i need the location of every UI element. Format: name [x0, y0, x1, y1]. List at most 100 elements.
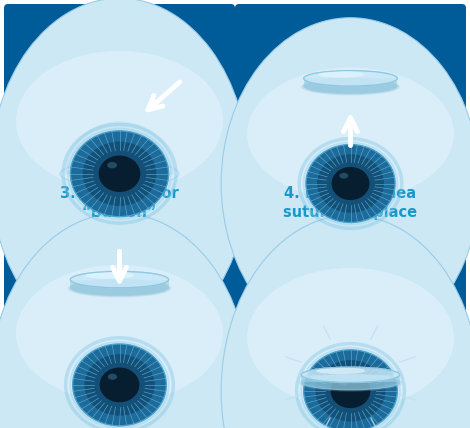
Point: [359, 162, 364, 167]
Point: [304, 187, 309, 192]
Point: [340, 348, 346, 353]
Point: [368, 168, 373, 173]
Point: [155, 407, 160, 412]
Line: 2 pts: 2 pts: [376, 394, 397, 397]
Point: [164, 382, 169, 387]
Point: [132, 364, 137, 369]
Ellipse shape: [304, 350, 397, 428]
Line: 2 pts: 2 pts: [97, 136, 107, 153]
Line: 2 pts: 2 pts: [104, 196, 111, 214]
Point: [109, 193, 114, 199]
Point: [323, 381, 329, 386]
Line: 2 pts: 2 pts: [304, 394, 325, 397]
Point: [113, 360, 118, 365]
Ellipse shape: [301, 367, 400, 383]
Line: 2 pts: 2 pts: [86, 356, 102, 369]
Point: [372, 395, 378, 400]
Ellipse shape: [221, 215, 470, 428]
Ellipse shape: [315, 360, 385, 422]
Point: [132, 212, 138, 217]
Point: [316, 208, 322, 214]
Ellipse shape: [16, 265, 223, 402]
Line: 2 pts: 2 pts: [134, 403, 147, 418]
Point: [142, 164, 148, 169]
Point: [308, 199, 313, 204]
Point: [385, 412, 391, 417]
Point: [117, 360, 122, 365]
Line: 2 pts: 2 pts: [91, 193, 104, 208]
Point: [160, 190, 166, 196]
Point: [333, 407, 338, 412]
Point: [384, 158, 390, 163]
Point: [117, 128, 122, 134]
Point: [91, 164, 97, 169]
Point: [117, 405, 122, 410]
Line: 2 pts: 2 pts: [76, 154, 95, 163]
Line: 2 pts: 2 pts: [311, 166, 329, 174]
Point: [371, 187, 376, 193]
Line: 2 pts: 2 pts: [314, 160, 331, 171]
Point: [142, 382, 148, 387]
Line: 2 pts: 2 pts: [304, 384, 325, 387]
Line: 2 pts: 2 pts: [98, 348, 108, 365]
Line: 2 pts: 2 pts: [374, 372, 392, 380]
Point: [355, 348, 360, 353]
Line: 2 pts: 2 pts: [145, 181, 166, 187]
Point: [368, 193, 373, 199]
Point: [381, 417, 386, 422]
Text: 2. Corneal “Button”
Removed: 2. Corneal “Button” Removed: [268, 0, 433, 3]
Point: [365, 196, 371, 201]
Line: 2 pts: 2 pts: [132, 195, 142, 212]
Point: [374, 149, 380, 155]
Point: [138, 346, 143, 351]
Line: 2 pts: 2 pts: [141, 398, 157, 409]
Point: [75, 364, 80, 369]
Point: [365, 166, 371, 171]
Text: 3. Clear Donor
“Button”: 3. Clear Donor “Button”: [60, 187, 179, 220]
Line: 2 pts: 2 pts: [368, 199, 382, 211]
Point: [303, 401, 309, 406]
Point: [359, 200, 364, 205]
Point: [316, 153, 322, 158]
Line: 2 pts: 2 pts: [344, 145, 347, 162]
Point: [109, 361, 114, 366]
Point: [93, 182, 98, 187]
Point: [328, 216, 333, 221]
Text: 1. Diseased or Injured
Cornea: 1. Diseased or Injured Cornea: [28, 0, 211, 3]
Line: 2 pts: 2 pts: [135, 193, 149, 208]
Point: [142, 178, 148, 184]
Point: [390, 407, 395, 412]
Line: 2 pts: 2 pts: [368, 407, 384, 420]
Point: [121, 148, 126, 153]
Point: [117, 195, 122, 200]
Line: 2 pts: 2 pts: [311, 193, 329, 201]
Point: [384, 204, 390, 209]
Point: [344, 160, 350, 165]
Line: 2 pts: 2 pts: [336, 352, 343, 369]
Point: [138, 369, 143, 374]
Ellipse shape: [0, 213, 249, 428]
Point: [139, 158, 144, 163]
Point: [310, 364, 315, 369]
Line: 2 pts: 2 pts: [92, 403, 104, 418]
Point: [70, 376, 76, 381]
Point: [125, 404, 130, 409]
Polygon shape: [304, 78, 397, 86]
Point: [301, 388, 306, 393]
Point: [390, 193, 396, 198]
Point: [117, 148, 122, 153]
Line: 2 pts: 2 pts: [370, 196, 387, 206]
Ellipse shape: [317, 154, 384, 213]
Point: [312, 204, 317, 209]
FancyBboxPatch shape: [235, 221, 466, 424]
Line: 2 pts: 2 pts: [134, 352, 147, 367]
Point: [150, 411, 156, 416]
Point: [102, 364, 107, 369]
Line: 2 pts: 2 pts: [143, 184, 163, 193]
Line: 2 pts: 2 pts: [358, 146, 364, 163]
Line: 2 pts: 2 pts: [375, 177, 394, 180]
Point: [125, 149, 131, 154]
Ellipse shape: [70, 271, 169, 288]
Ellipse shape: [339, 380, 348, 386]
Point: [95, 158, 101, 163]
